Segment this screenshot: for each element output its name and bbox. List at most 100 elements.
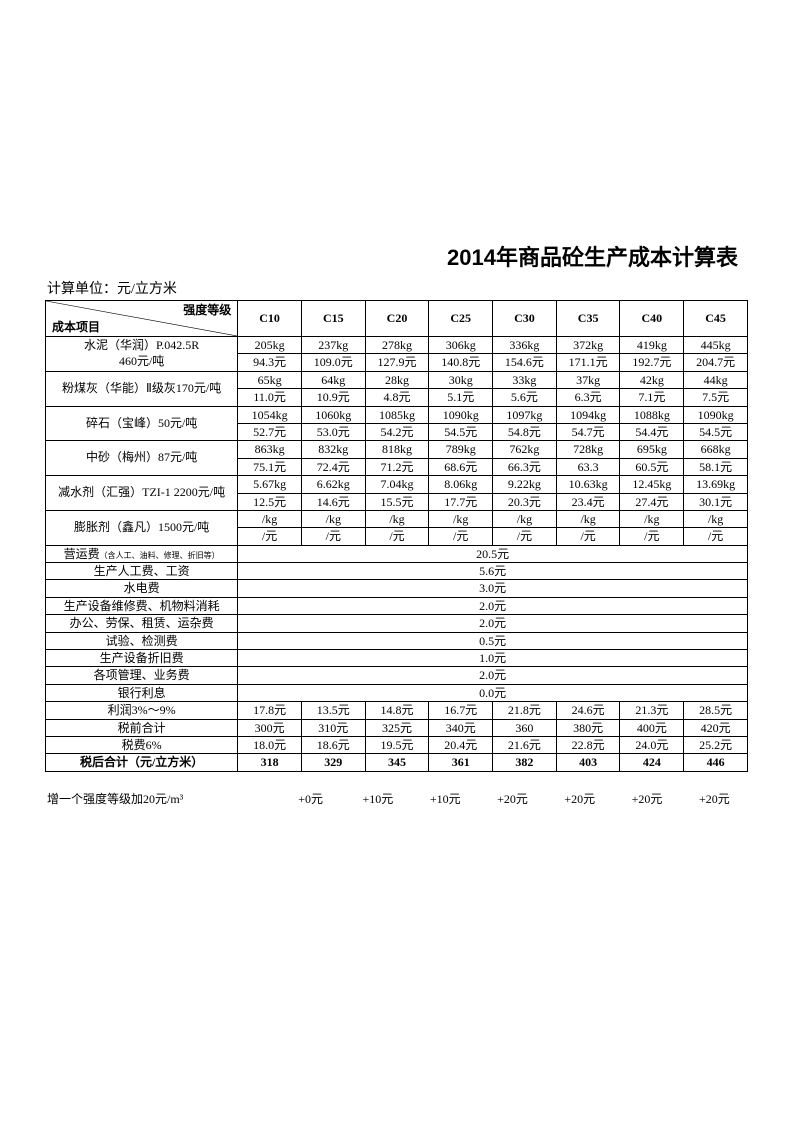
fee-value: 2.0元 — [238, 615, 748, 632]
footer-value: +20元 — [681, 790, 748, 807]
table-cell: 21.3元 — [620, 702, 684, 719]
table-cell: 54.2元 — [365, 423, 429, 440]
page-title: 2014年商品砼生产成本计算表 — [45, 240, 748, 272]
table-cell: 1090kg — [429, 406, 493, 423]
table-cell: /kg — [556, 510, 620, 527]
table-cell: 318 — [238, 754, 302, 771]
table-cell: 310元 — [301, 719, 365, 736]
fee-value: 0.5元 — [238, 632, 748, 649]
table-cell: 58.1元 — [684, 458, 748, 475]
total-row: 税后合计（元/立方米）318329345361382403424446 — [46, 754, 748, 771]
table-cell: 340元 — [429, 719, 493, 736]
table-row: 水电费3.0元 — [46, 580, 748, 597]
footer-value: +10元 — [412, 790, 479, 807]
table-cell: 75.1元 — [238, 458, 302, 475]
table-cell: 20.3元 — [493, 493, 557, 510]
table-cell: 420元 — [684, 719, 748, 736]
table-cell: 5.6元 — [493, 389, 557, 406]
table-cell: 65kg — [238, 371, 302, 388]
table-cell: 9.22kg — [493, 476, 557, 493]
table-cell: 17.8元 — [238, 702, 302, 719]
table-cell: 382 — [493, 754, 557, 771]
fee-value: 20.5元 — [238, 545, 748, 562]
table-cell: 140.8元 — [429, 354, 493, 371]
table-cell: 37kg — [556, 371, 620, 388]
table-cell: 237kg — [301, 337, 365, 354]
table-cell: 8.06kg — [429, 476, 493, 493]
table-cell: 863kg — [238, 441, 302, 458]
row-label: 碎石（宝峰）50元/吨 — [46, 406, 238, 441]
table-cell: 33kg — [493, 371, 557, 388]
cost-table: 强度等级 成本项目 C10 C15 C20 C25 C30 C35 C40 C4… — [45, 300, 748, 772]
footer-value: +10元 — [344, 790, 411, 807]
row-label: 水电费 — [46, 580, 238, 597]
row-label: 利润3%～9% — [46, 702, 238, 719]
table-cell: /元 — [620, 528, 684, 545]
table-cell: 14.8元 — [365, 702, 429, 719]
table-cell: 12.45kg — [620, 476, 684, 493]
table-cell: 205kg — [238, 337, 302, 354]
table-cell: 53.0元 — [301, 423, 365, 440]
table-cell: 4.8元 — [365, 389, 429, 406]
table-row: 税费6%18.0元18.6元19.5元20.4元21.6元22.8元24.0元2… — [46, 736, 748, 753]
table-cell: 1054kg — [238, 406, 302, 423]
diagonal-header: 强度等级 成本项目 — [46, 301, 238, 337]
footer-value: +20元 — [546, 790, 613, 807]
table-cell: 695kg — [620, 441, 684, 458]
table-cell: 60.5元 — [620, 458, 684, 475]
fee-value: 1.0元 — [238, 650, 748, 667]
table-cell: 372kg — [556, 337, 620, 354]
table-cell: /kg — [684, 510, 748, 527]
table-cell: 18.0元 — [238, 736, 302, 753]
table-cell: 6.3元 — [556, 389, 620, 406]
row-label: 各项管理、业务费 — [46, 667, 238, 684]
table-cell: 361 — [429, 754, 493, 771]
table-cell: 66.3元 — [493, 458, 557, 475]
table-cell: 16.7元 — [429, 702, 493, 719]
table-row: 减水剂（汇强）TZI-1 2200元/吨5.67kg6.62kg7.04kg8.… — [46, 476, 748, 493]
table-cell: /kg — [493, 510, 557, 527]
table-row: 粉煤灰（华能）Ⅱ级灰170元/吨65kg64kg28kg30kg33kg37kg… — [46, 371, 748, 388]
table-cell: 1090kg — [684, 406, 748, 423]
table-cell: 306kg — [429, 337, 493, 354]
table-cell: 1060kg — [301, 406, 365, 423]
row-label: 营运费（含人工、油料、修理、折旧等） — [46, 545, 238, 562]
table-cell: 1085kg — [365, 406, 429, 423]
table-row: 税前合计300元310元325元340元360380元400元420元 — [46, 719, 748, 736]
table-row: 利润3%～9%17.8元13.5元14.8元16.7元21.8元24.6元21.… — [46, 702, 748, 719]
table-cell: 94.3元 — [238, 354, 302, 371]
row-label: 税费6% — [46, 736, 238, 753]
row-label: 税后合计（元/立方米） — [46, 754, 238, 771]
grade-header: C20 — [365, 301, 429, 337]
table-cell: 278kg — [365, 337, 429, 354]
table-cell: 424 — [620, 754, 684, 771]
table-cell: 19.5元 — [365, 736, 429, 753]
table-cell: 668kg — [684, 441, 748, 458]
table-cell: 15.5元 — [365, 493, 429, 510]
table-cell: 403 — [556, 754, 620, 771]
table-cell: 445kg — [684, 337, 748, 354]
table-cell: 24.6元 — [556, 702, 620, 719]
row-label: 生产设备维修费、机物料消耗 — [46, 597, 238, 614]
table-cell: 30kg — [429, 371, 493, 388]
row-label: 生产人工费、工资 — [46, 563, 238, 580]
table-cell: 64kg — [301, 371, 365, 388]
table-cell: 832kg — [301, 441, 365, 458]
table-cell: 21.6元 — [493, 736, 557, 753]
table-cell: 762kg — [493, 441, 557, 458]
row-label: 税前合计 — [46, 719, 238, 736]
table-cell: 109.0元 — [301, 354, 365, 371]
fee-value: 3.0元 — [238, 580, 748, 597]
table-cell: 27.4元 — [620, 493, 684, 510]
table-cell: 21.8元 — [493, 702, 557, 719]
header-bottom: 成本项目 — [52, 320, 100, 334]
table-row: 生产设备折旧费1.0元 — [46, 650, 748, 667]
table-cell: 336kg — [493, 337, 557, 354]
table-row: 银行利息0.0元 — [46, 684, 748, 701]
row-label: 减水剂（汇强）TZI-1 2200元/吨 — [46, 476, 238, 511]
table-header-row: 强度等级 成本项目 C10 C15 C20 C25 C30 C35 C40 C4… — [46, 301, 748, 337]
table-cell: 24.0元 — [620, 736, 684, 753]
row-label: 粉煤灰（华能）Ⅱ级灰170元/吨 — [46, 371, 238, 406]
table-cell: 154.6元 — [493, 354, 557, 371]
table-cell: 72.4元 — [301, 458, 365, 475]
